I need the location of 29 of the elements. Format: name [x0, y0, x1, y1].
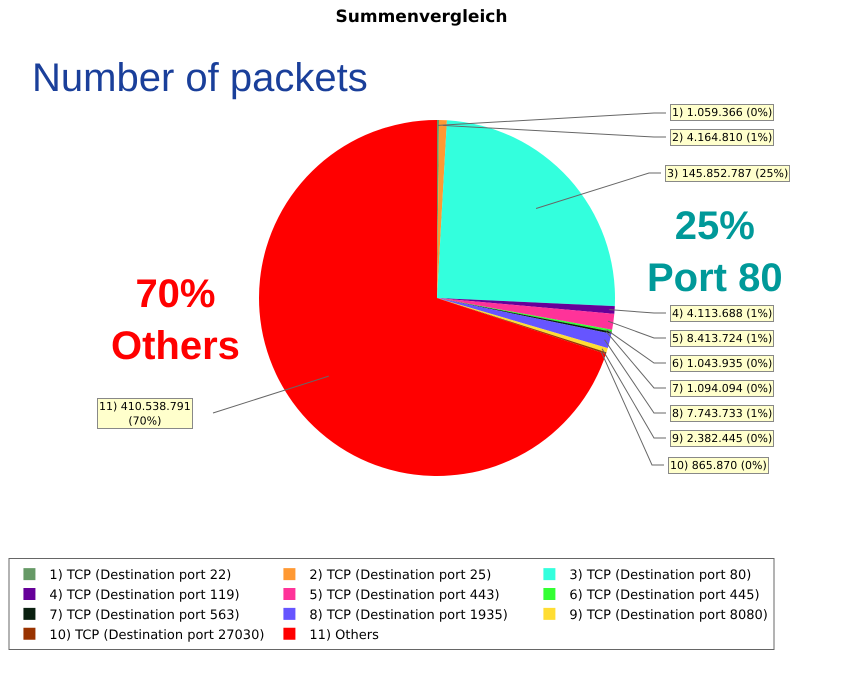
data-label: 11) 410.538.791 (70%) [99, 400, 191, 428]
data-label: 10) 865.870 (0%) [670, 459, 767, 472]
data-label: 6) 1.043.935 (0%) [672, 357, 772, 370]
data-label: 1) 1.059.366 (0%) [672, 106, 772, 119]
text: 70% Others [111, 272, 240, 368]
data-label: 4) 4.113.688 (1%) [672, 307, 772, 320]
data-label: 2) 4.164.810 (1%) [672, 131, 772, 144]
legend-label: 5) TCP (Destination port 443) [309, 588, 500, 604]
legend-label: 2) TCP (Destination port 25) [309, 568, 492, 584]
pie-slice [437, 120, 615, 306]
text: 25% Port 80 [647, 204, 783, 300]
legend-label: 6) TCP (Destination port 445) [569, 588, 760, 604]
pie-slice [259, 120, 606, 476]
legend-label: 3) TCP (Destination port 80) [569, 568, 752, 584]
legend-label: 8) TCP (Destination port 1935) [309, 608, 508, 623]
data-label: 5) 8.413.724 (1%) [672, 332, 772, 345]
text: Number of packets [32, 56, 368, 100]
data-label: 3) 145.852.787 (25%) [667, 167, 788, 180]
legend-label: 9) TCP (Destination port 8080) [569, 608, 768, 623]
chart-title: Summenvergleich [336, 7, 508, 28]
pie-slice [437, 298, 615, 314]
legend-label: 10) TCP (Destination port 27030) [49, 628, 264, 643]
legend-label: 11) Others [309, 628, 380, 643]
legend-label: 4) TCP (Destination port 119) [49, 588, 240, 604]
data-label: 8) 7.743.733 (1%) [672, 407, 772, 420]
legend-label: 1) TCP (Destination port 22) [49, 568, 232, 584]
data-label: 9) 2.382.445 (0%) [672, 432, 772, 445]
legend-label: 7) TCP (Destination port 563) [49, 608, 240, 623]
data-label: 7) 1.094.094 (0%) [672, 382, 772, 395]
